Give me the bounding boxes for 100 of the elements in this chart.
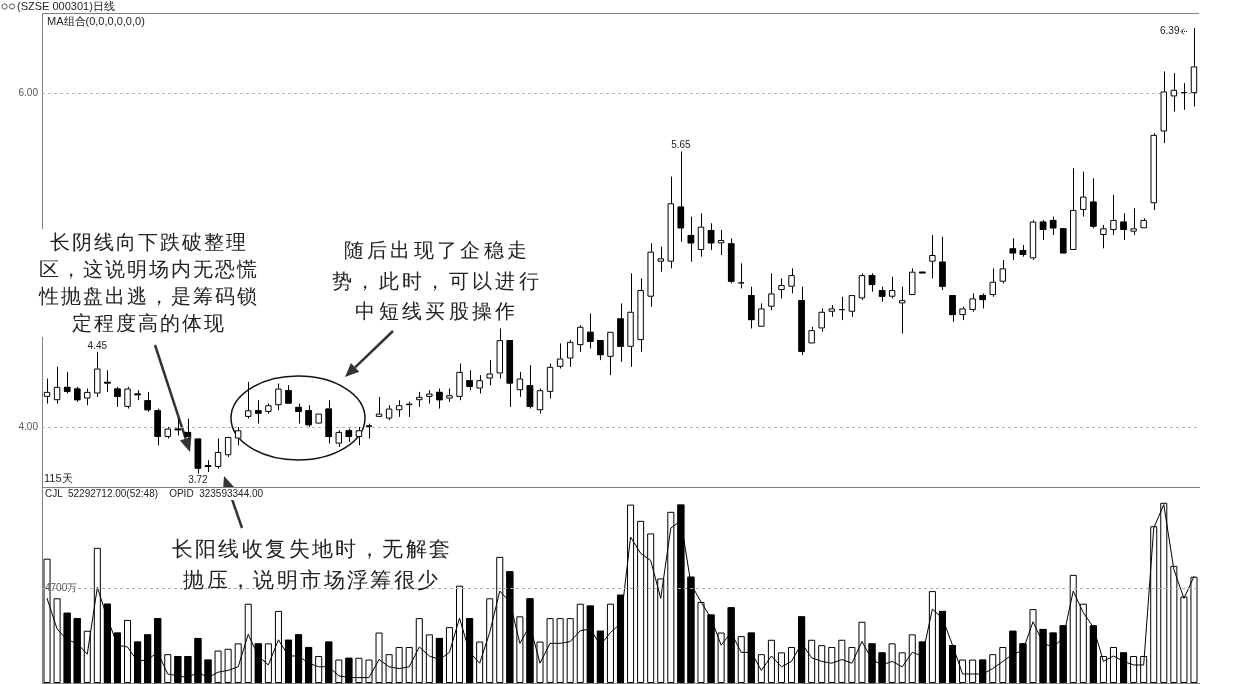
candlestick: [315, 413, 322, 424]
candlestick: [969, 292, 976, 313]
candlestick: [798, 286, 805, 356]
candlestick: [295, 403, 302, 425]
candlestick: [587, 312, 594, 349]
candlestick: [526, 364, 534, 410]
candlestick: [1059, 228, 1067, 254]
candlestick: [888, 276, 896, 299]
candlestick: [738, 262, 745, 289]
candlestick: [466, 369, 473, 391]
candlestick: [43, 378, 51, 405]
candlestick: [476, 374, 483, 395]
candlestick: [204, 459, 212, 473]
candlestick: [164, 426, 171, 440]
candlestick: [697, 212, 705, 258]
candlestick: [1170, 72, 1178, 112]
candlestick: [778, 277, 785, 299]
candlestick: [939, 236, 946, 291]
candlestick: [1190, 27, 1198, 107]
candlestick: [657, 246, 664, 273]
candlestick: [919, 271, 926, 274]
ref-line-label: 4700万: [45, 582, 78, 594]
candlestick: [84, 388, 91, 406]
candlestick: [355, 426, 363, 446]
candlestick: [768, 272, 775, 311]
candlestick: [214, 438, 222, 470]
candlestick: [365, 423, 373, 440]
y-tick-label: 6.00: [18, 86, 39, 98]
candlestick: [53, 366, 61, 405]
candlestick: [436, 388, 443, 410]
candlestick: [687, 216, 695, 263]
candlestick: [426, 389, 433, 405]
candlestick: [406, 401, 413, 418]
candlestick: [506, 340, 514, 408]
candlestick: [1140, 217, 1147, 229]
candlestick: [1130, 207, 1137, 236]
candlestick: [1150, 132, 1157, 211]
candlestick: [325, 399, 332, 445]
candlestick: [979, 292, 986, 309]
candlestick: [929, 234, 936, 279]
annotation: 4.45: [87, 339, 108, 351]
candlestick: [858, 272, 866, 301]
candlestick: [416, 391, 423, 408]
candlestick: [335, 429, 343, 448]
candlestick: [375, 396, 383, 417]
candlestick: [828, 304, 835, 318]
candlestick: [154, 408, 161, 446]
candlestick: [808, 326, 815, 344]
candlestick: [556, 342, 564, 369]
candlestick: [446, 388, 453, 403]
candlestick: [909, 267, 916, 296]
candlestick: [1039, 219, 1047, 241]
candlestick: [104, 369, 111, 393]
candlestick: [617, 302, 624, 363]
candlestick: [285, 384, 292, 404]
candlestick: [677, 151, 685, 243]
candlestick: [144, 391, 151, 413]
chart-title: CJL 52292712.00(52:48) OPID 323593344.00: [45, 488, 264, 500]
candlestick: [1019, 244, 1027, 258]
candlestick: [194, 438, 202, 475]
candlestick: [245, 381, 252, 420]
candlestick: [758, 302, 765, 327]
candlestick: [838, 296, 846, 321]
candlestick: [999, 259, 1007, 284]
candlestick: [134, 389, 141, 401]
candlestick: [607, 331, 614, 376]
annotation: 5.65: [671, 139, 692, 151]
candlestick: [536, 388, 544, 415]
candlestick: [1120, 212, 1127, 241]
candlestick: [1110, 194, 1117, 236]
chart-subtitle: MA组合(0,0,0,0,0,0): [47, 15, 145, 28]
candlestick: [224, 436, 232, 458]
candlestick: [597, 340, 604, 361]
candlestick: [667, 176, 675, 269]
candlestick: [114, 386, 121, 408]
annotation: 115天: [44, 471, 73, 485]
candlestick: [566, 339, 574, 368]
annotation: 3.72: [188, 474, 209, 486]
candlestick: [174, 418, 182, 436]
y-tick-label: 4.00: [18, 420, 39, 432]
candlestick: [63, 371, 71, 395]
candlestick: [898, 286, 906, 334]
candlestick: [717, 229, 725, 256]
annotation: 长阳线收复失地时，无解套抛压，说明市场浮筹很少: [170, 536, 454, 593]
annotation: 6.39: [1160, 25, 1180, 37]
candlestick: [848, 295, 856, 318]
candlestick: [868, 272, 876, 293]
candlestick: [275, 383, 282, 411]
candlestick: [627, 272, 634, 368]
candlestick: [949, 295, 956, 323]
candlestick: [516, 371, 524, 398]
annotation: 随后出现了企稳走势，此时，可以进行中短线买股操作: [331, 238, 543, 325]
candlestick: [1080, 171, 1087, 218]
candlestick: [395, 399, 403, 418]
candlestick: [124, 386, 131, 410]
candlestick: [818, 307, 825, 333]
candlestick: [265, 403, 272, 415]
candlestick: [305, 404, 312, 428]
candlestick: [637, 277, 644, 353]
candlestick: [788, 267, 795, 294]
